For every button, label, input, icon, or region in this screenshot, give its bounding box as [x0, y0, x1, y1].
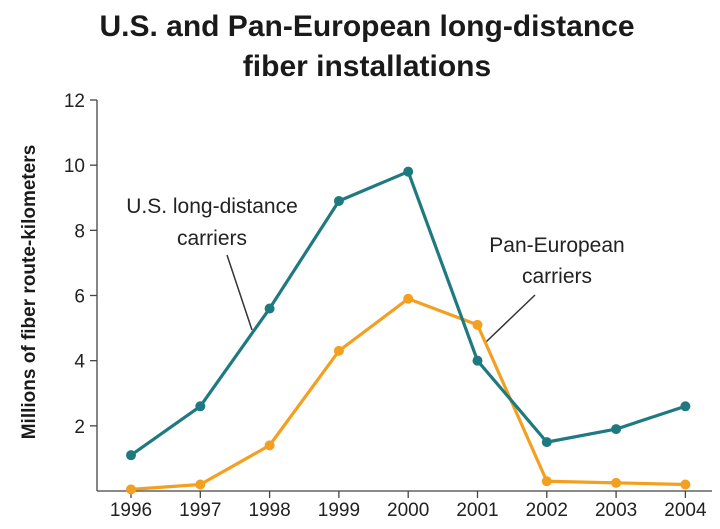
x-tick-label: 2000: [387, 500, 429, 521]
series-0-point: [195, 401, 206, 412]
y-tick-label: 8: [74, 221, 85, 242]
pan-european-annotation-leader: [485, 294, 536, 343]
x-tick-label: 1999: [318, 500, 360, 521]
series-1-point: [611, 477, 622, 488]
series-0: [126, 166, 691, 461]
series-0-point: [611, 424, 622, 435]
annotation-leaders: [226, 254, 536, 343]
us-series-label-line-2: carriers: [177, 227, 247, 250]
series-0-point: [126, 450, 136, 461]
x-tick-label: 1997: [179, 500, 221, 521]
series-1-point: [472, 319, 483, 330]
series-0-point: [541, 437, 552, 448]
series-0-point: [403, 166, 414, 177]
chart-title-line-1: U.S. and Pan-European long-distance: [99, 10, 634, 43]
y-tick-label: 10: [64, 156, 85, 177]
series-0-point: [472, 355, 483, 366]
pan-european-series-label-line-1: Pan-European: [489, 234, 624, 257]
series-1-point: [195, 479, 206, 490]
series-0-point: [680, 401, 691, 412]
series-1-point: [403, 293, 414, 304]
x-tick-label: 2003: [595, 500, 637, 521]
y-axis-label: Millions of fiber route-kilometers: [19, 145, 40, 440]
us-series-label-line-1: U.S. long-distance: [126, 195, 298, 218]
series-1-point: [680, 479, 691, 490]
y-tick-label: 2: [74, 417, 85, 438]
chart-title-line-2: fiber installations: [243, 50, 491, 83]
x-ticks: 1996 1997 1998 1999 2000 2001 2002 2003 2004: [110, 491, 707, 521]
y-tick-label: 6: [74, 287, 85, 308]
series-1-point: [126, 484, 136, 495]
y-tick-label: 12: [64, 91, 85, 112]
series-1-line: [130, 297, 686, 491]
y-ticks: 2 4 6 8 10 12: [64, 91, 97, 438]
series-1-point: [333, 345, 344, 356]
series-layer: [126, 166, 691, 495]
pan-european-series-label-line-2: carriers: [522, 265, 592, 288]
x-tick-label: 2002: [526, 500, 568, 521]
series-1-point: [264, 440, 275, 451]
series-0-point: [264, 303, 275, 314]
series-1: [126, 293, 691, 495]
x-tick-label: 2001: [456, 500, 498, 521]
y-tick-label: 4: [74, 352, 85, 373]
x-tick-label: 1996: [110, 500, 152, 521]
series-0-point: [333, 196, 344, 207]
x-tick-label: 1998: [248, 500, 290, 521]
x-tick-label: 2004: [664, 500, 707, 521]
us-annotation-leader: [226, 254, 253, 331]
series-1-point: [541, 476, 552, 487]
